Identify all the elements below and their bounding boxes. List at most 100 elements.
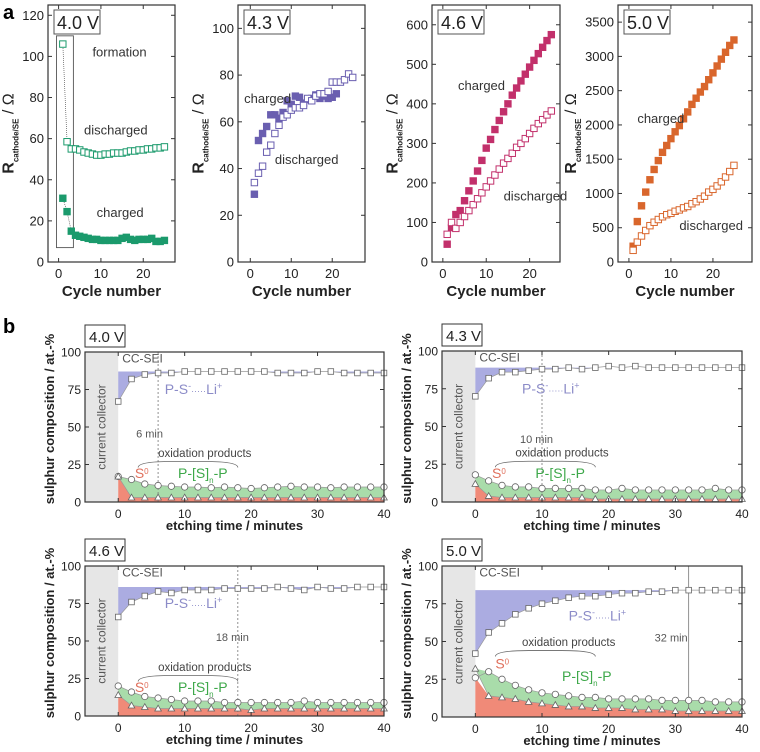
square-marker (261, 368, 268, 375)
discharged-marker (730, 161, 738, 170)
triangle-marker (498, 493, 506, 501)
circle-marker (578, 484, 586, 493)
y-tick-label: 0 (431, 496, 438, 510)
circle-marker (234, 484, 242, 492)
triangle-marker (511, 493, 520, 501)
y-tick-label: 25 (425, 458, 439, 472)
square-marker (301, 586, 308, 594)
square-marker (327, 368, 335, 375)
square-marker (498, 620, 506, 627)
square-marker (605, 362, 612, 370)
discharged-marker (486, 177, 495, 185)
s0-label: S0 (135, 465, 149, 481)
charged-marker (543, 36, 551, 45)
discharged-marker (525, 129, 534, 138)
discharged-marker (521, 134, 529, 143)
discharged-marker (160, 143, 169, 151)
square-marker (632, 362, 639, 370)
psli-sup: - (188, 595, 191, 605)
discharged-marker (629, 246, 637, 255)
discharged-marker (452, 224, 460, 233)
square-marker (234, 368, 242, 375)
triangle-marker (154, 704, 163, 712)
square-marker (314, 368, 321, 375)
circle-marker (671, 486, 679, 494)
square-marker (168, 369, 175, 377)
charged-marker (530, 56, 538, 65)
charged-marker (67, 227, 75, 235)
square-marker (354, 369, 361, 377)
triangle-marker (366, 493, 375, 501)
circle-marker (313, 483, 322, 491)
x-axis-label: Cycle number (635, 283, 734, 300)
x-tick-label: 10 (94, 266, 108, 281)
square-marker (592, 593, 599, 600)
discharged-marker (63, 138, 71, 146)
y-label-unit: / Ω (384, 93, 401, 118)
charged-marker (295, 93, 304, 101)
circle-marker (485, 668, 493, 676)
current-collector-label: current collector (452, 384, 466, 469)
circle-marker (645, 486, 653, 494)
charged-marker (486, 135, 495, 144)
x-tick-label: 30 (669, 722, 683, 736)
triangle-marker (538, 699, 546, 707)
title-box (84, 324, 126, 348)
triangle-marker (167, 493, 176, 501)
charged-marker (473, 167, 482, 175)
circle-marker (353, 483, 362, 491)
y-tick-label: 100 (61, 560, 81, 574)
y-tick-label: 80 (30, 90, 44, 105)
y-label-sub: cathode/SE (11, 118, 20, 162)
s0-text: S (492, 465, 501, 481)
triangle-marker (366, 704, 375, 712)
charged-marker (452, 210, 460, 219)
psli-dots: ····· (595, 612, 610, 622)
y-tick-label: 25 (68, 672, 82, 686)
x-tick-label: 20 (325, 266, 339, 281)
charged-marker (633, 217, 642, 226)
triangle-marker (564, 702, 573, 710)
current-collector-label: current collector (452, 599, 466, 684)
circle-marker (525, 686, 533, 694)
circle-marker (154, 694, 162, 702)
y-tick-label: 40 (220, 161, 234, 176)
chart-b-5-0V: 32 min current collector CC-SEI P-S-·····Li… (399, 538, 749, 748)
y-tick-label: 75 (425, 597, 439, 611)
discharged-marker (258, 162, 267, 170)
s0-text: S (135, 679, 144, 695)
triangle-marker (498, 693, 506, 701)
charged-marker (717, 55, 726, 63)
time-marker-label: 32 min (655, 633, 688, 645)
charged-marker (517, 77, 525, 85)
charged-marker (504, 100, 512, 108)
square-marker (221, 368, 228, 375)
triangle-marker (207, 493, 216, 501)
circle-marker (141, 692, 149, 701)
chart-title: 4.0 V (89, 329, 124, 346)
chart-b-4-6V: 18 min current collector CC-SEI P-S-·····Li… (42, 538, 391, 747)
annotation-discharged: discharged (504, 189, 568, 204)
x-tick-label: 40 (377, 721, 391, 735)
circle-marker (725, 698, 733, 706)
circle-marker (127, 688, 136, 696)
x-tick-label: 20 (244, 507, 258, 521)
panel-label-a: a (3, 2, 15, 24)
triangle-marker (260, 704, 269, 712)
circle-marker (605, 695, 613, 703)
oxidation-brace (494, 460, 596, 468)
charged-marker (521, 70, 529, 78)
square-marker (141, 592, 148, 600)
x-tick-label: 0 (439, 266, 446, 281)
square-marker (261, 585, 268, 592)
x-tick-label: 10 (535, 722, 549, 736)
circle-marker (114, 682, 122, 690)
title-box (441, 323, 483, 347)
discharged-marker (543, 111, 551, 119)
discharged-marker (721, 173, 730, 181)
square-marker (340, 369, 348, 377)
triangle-marker (273, 493, 282, 501)
psp-text: P-[S] (535, 465, 566, 481)
x-tick-label: 10 (535, 507, 549, 521)
circle-marker (194, 697, 202, 705)
